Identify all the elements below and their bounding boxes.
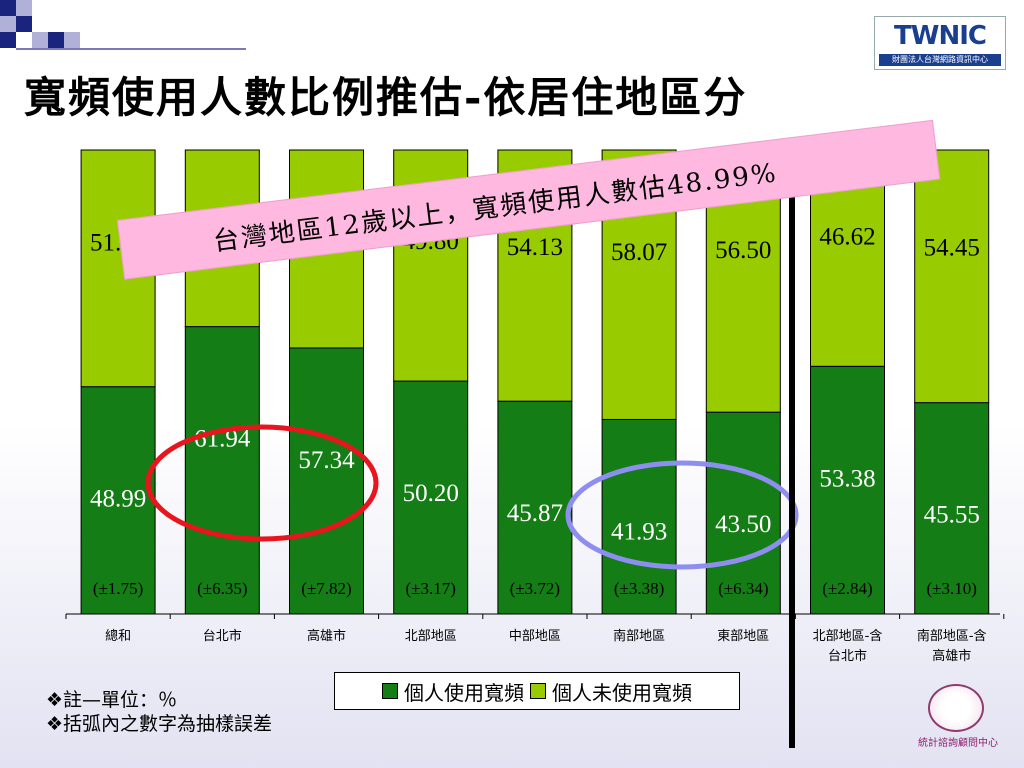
logo-brand: TWNIC [894, 21, 987, 51]
error-label: (±1.75) [93, 579, 143, 598]
value-label-used: 43.50 [715, 511, 771, 538]
error-label: (±6.35) [197, 579, 247, 598]
legend-swatch-used [382, 683, 398, 699]
footnote-error: ❖括弧內之數字為抽樣誤差 [46, 713, 273, 735]
value-label-unused: 46.62 [819, 224, 875, 251]
bar-used [601, 418, 677, 615]
highlight-ellipse-red [145, 424, 379, 542]
category-label: 中部地區 [509, 629, 561, 644]
value-label-unused: 54.45 [924, 234, 980, 261]
legend-label-used: 個人使用寬頻 [404, 680, 524, 705]
consulting-center-logo: 統計諮詢顧問中心 [918, 684, 998, 749]
category-label: 台北市 [203, 628, 242, 644]
category-label: 北部地區-含 [813, 628, 883, 644]
bar-unused [914, 149, 990, 404]
value-label-used: 45.87 [507, 500, 563, 527]
error-label: (±7.82) [301, 579, 351, 598]
page-title: 寬頻使用人數比例推估-依居住地區分 [24, 73, 748, 122]
value-label-used: 50.20 [403, 480, 459, 507]
bar-used [497, 400, 573, 615]
region-divider [789, 138, 795, 748]
category-label: 台北市 [828, 648, 867, 664]
bar-used [393, 380, 469, 615]
error-label: (±3.72) [510, 579, 560, 598]
chart-legend: 個人使用寬頻 個人未使用寬頻 [334, 672, 740, 710]
legend-swatch-unused [530, 683, 546, 699]
bar-used [184, 326, 260, 615]
category-label: 北部地區 [405, 629, 457, 644]
value-label-unused: 54.13 [507, 234, 563, 261]
error-label: (±2.84) [822, 579, 872, 598]
legend-item-used: 個人使用寬頻 [382, 677, 524, 706]
error-label: (±6.34) [718, 579, 768, 598]
error-label: (±3.10) [926, 579, 976, 598]
highlight-ellipse-blue [565, 460, 799, 570]
category-label: 高雄市 [932, 648, 971, 664]
value-label-used: 48.99 [90, 486, 146, 513]
bar-used [914, 402, 990, 615]
footnote-unit: ❖註—單位：％ [46, 689, 178, 711]
value-label-unused: 56.50 [715, 237, 771, 264]
consulting-center-caption: 統計諮詢顧問中心 [918, 738, 998, 749]
footnotes: ❖註—單位：％ ❖括弧內之數字為抽樣誤差 [46, 688, 272, 736]
category-label: 南部地區-含 [917, 628, 987, 644]
category-label: 總和 [105, 628, 131, 644]
value-label-used: 45.55 [924, 502, 980, 529]
bar-used [289, 347, 364, 615]
seal-icon [928, 684, 984, 732]
logo-caption: 財團法人台灣網路資訊中心 [879, 54, 1001, 66]
corner-decoration [0, 0, 246, 70]
twnic-logo: TWNIC 財團法人台灣網路資訊中心 [874, 16, 1006, 70]
value-label-used: 53.38 [819, 465, 875, 492]
category-label: 南部地區 [613, 628, 665, 644]
error-label: (±3.17) [405, 579, 455, 598]
bar-used [705, 411, 781, 615]
category-label: 東部地區 [717, 628, 769, 644]
bar-used [810, 365, 885, 615]
error-label: (±3.38) [614, 579, 664, 598]
legend-label-unused: 個人未使用寬頻 [552, 680, 692, 705]
legend-item-unused: 個人未使用寬頻 [530, 677, 692, 706]
value-label-used: 57.34 [298, 447, 355, 474]
value-label-unused: 58.07 [611, 239, 667, 266]
category-label: 高雄市 [307, 628, 346, 644]
value-label-used: 41.93 [611, 518, 667, 545]
